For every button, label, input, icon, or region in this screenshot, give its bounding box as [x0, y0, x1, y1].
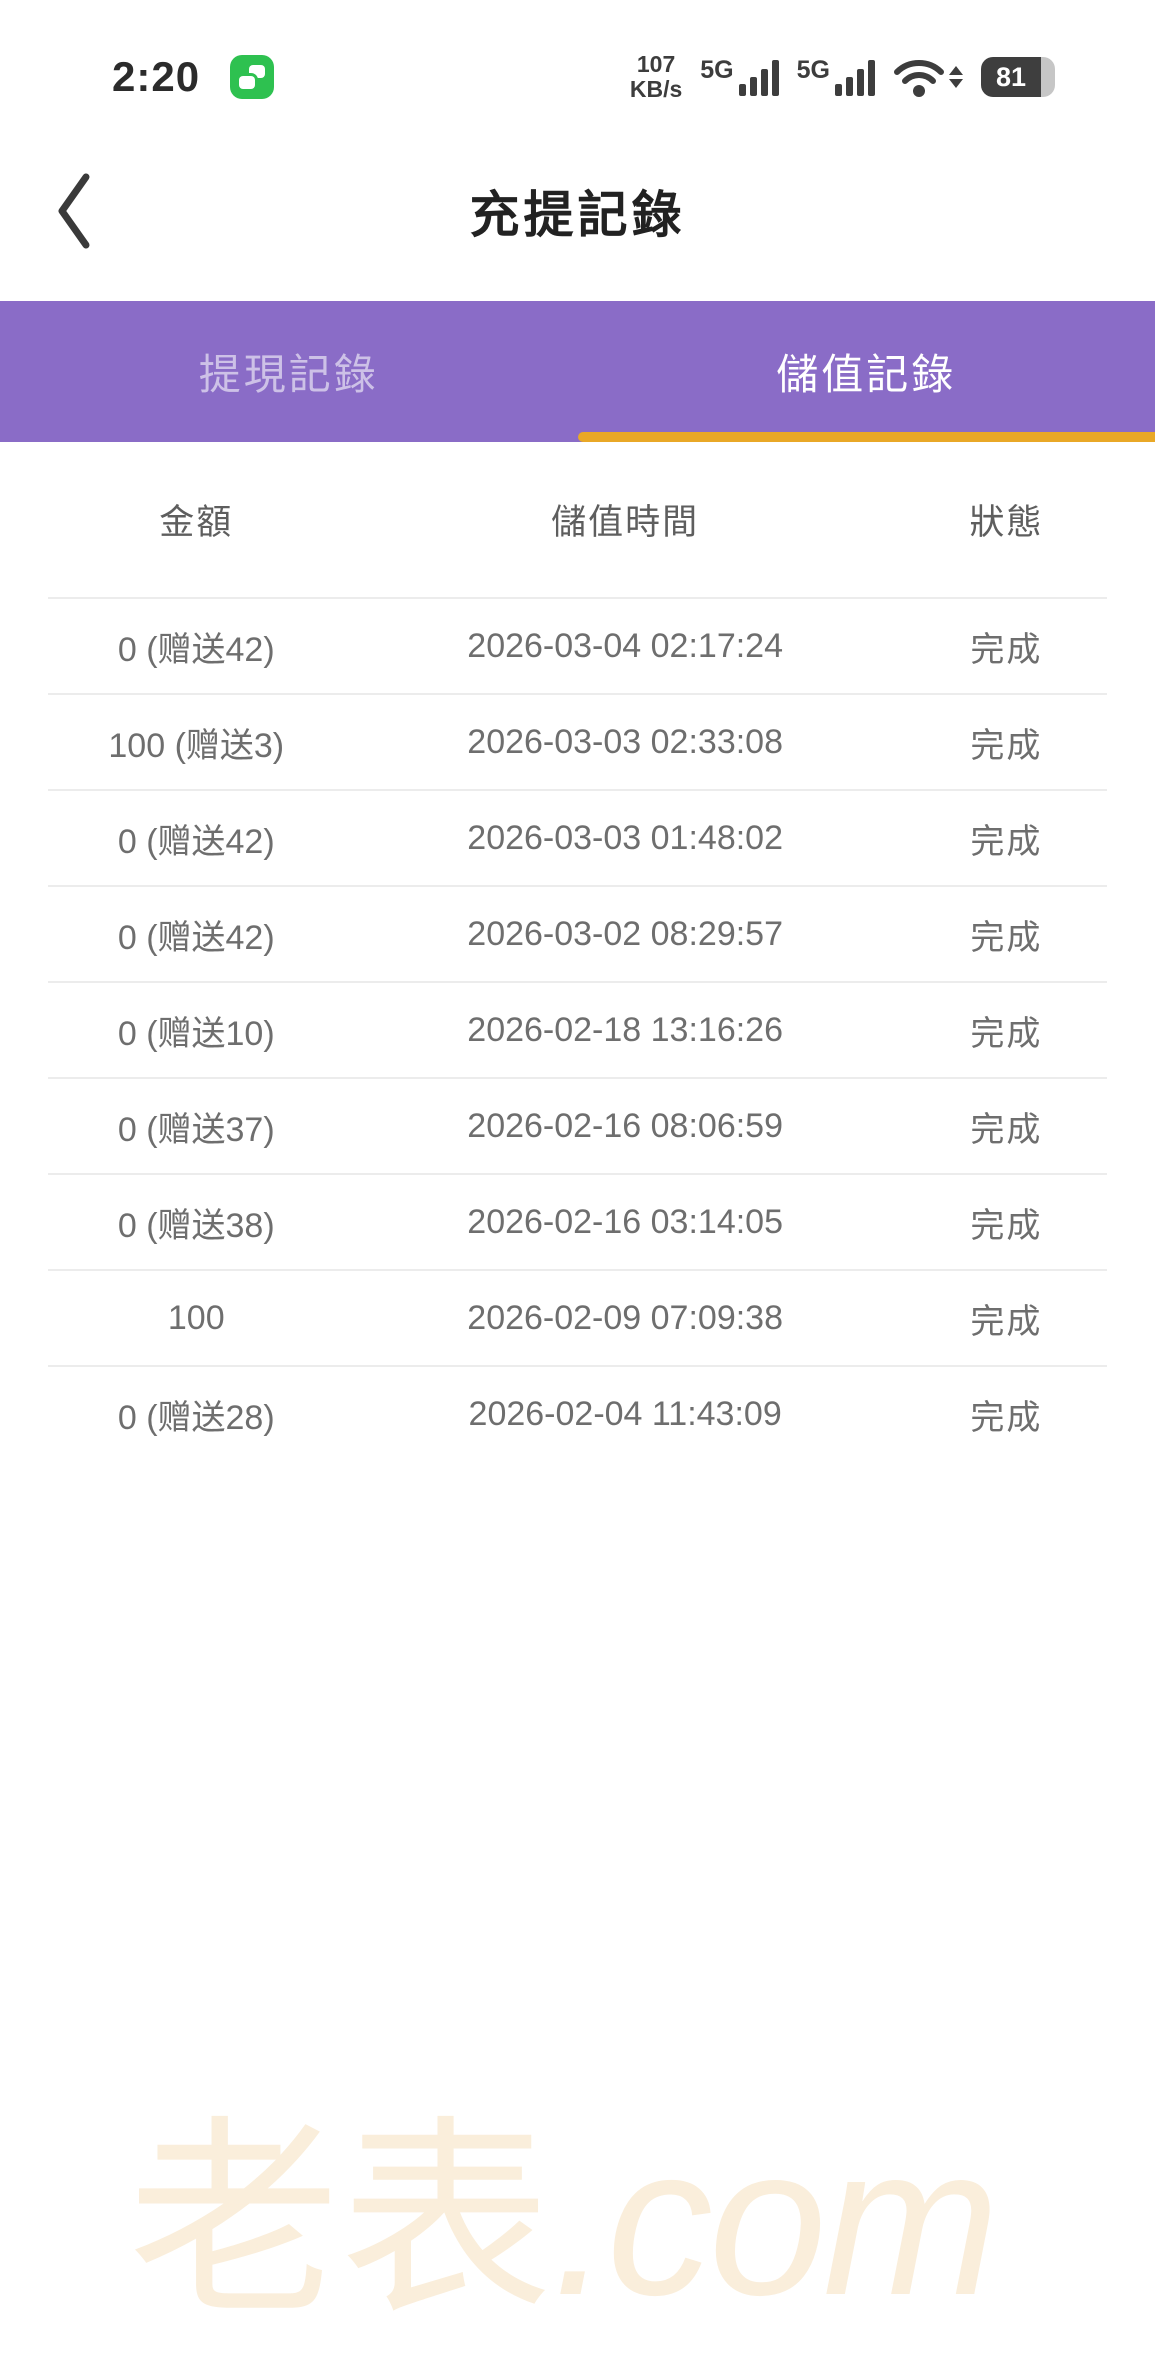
chevron-left-icon	[58, 173, 90, 248]
signal-bars-icon	[835, 58, 875, 96]
active-tab-indicator	[577, 432, 1155, 442]
cell-time: 2026-03-04 02:17:24	[467, 626, 783, 665]
sim1-network-type: 5G	[700, 56, 734, 84]
cell-status: 完成	[970, 1302, 1043, 1341]
status-right: 107 KB/s 5G 5G	[630, 52, 1055, 102]
battery-icon: 81	[981, 57, 1055, 97]
cell-status: 完成	[970, 822, 1043, 861]
page-header: 充提記錄	[0, 120, 1155, 301]
signal-sim1: 5G	[700, 56, 779, 96]
table-row: 0 (赠送42) 2026-03-04 02:17:24 完成	[48, 597, 1107, 693]
back-button[interactable]	[52, 169, 96, 253]
tab-deposit-label: 儲值記錄	[776, 351, 957, 398]
column-header-status: 狀態	[969, 503, 1044, 542]
table-row: 0 (赠送37) 2026-02-16 08:06:59 完成	[48, 1077, 1107, 1173]
cell-amount: 0 (赠送10)	[117, 1014, 275, 1053]
cell-time: 2026-03-02 08:29:57	[467, 914, 783, 953]
records-table: 金額 儲值時間 狀態 0 (赠送42) 2026-03-04 02:17:24 …	[0, 442, 1155, 1461]
table-row: 100 (赠送3) 2026-03-03 02:33:08 完成	[48, 693, 1107, 789]
signal-bars-icon	[738, 58, 779, 96]
cell-status: 完成	[970, 726, 1043, 765]
cell-amount: 0 (赠送37)	[117, 1110, 275, 1149]
status-left: 2:20	[112, 53, 275, 101]
tab-bar: 提現記錄 儲值記錄	[0, 301, 1155, 442]
network-speed-unit: KB/s	[629, 76, 683, 102]
clock: 2:20	[112, 53, 201, 100]
cell-time: 2026-03-03 01:48:02	[467, 818, 783, 857]
column-header-amount: 金額	[159, 503, 234, 542]
cell-time: 2026-02-09 07:09:38	[467, 1298, 783, 1337]
watermark: 老表.com	[128, 2088, 999, 2353]
chat-bubble-icon	[249, 65, 266, 78]
cell-amount: 0 (赠送42)	[117, 822, 275, 861]
cell-amount: 0 (赠送42)	[117, 918, 275, 957]
battery-percent: 81	[981, 57, 1041, 97]
network-speed-value: 107	[636, 51, 676, 78]
cell-time: 2026-02-18 13:16:26	[467, 1010, 783, 1049]
table-row: 100 2026-02-09 07:09:38 完成	[48, 1269, 1107, 1365]
watermark-tld: .com	[552, 2102, 999, 2339]
cell-amount: 0 (赠送42)	[117, 630, 275, 669]
cell-amount: 0 (赠送38)	[117, 1206, 275, 1245]
table-row: 0 (赠送10) 2026-02-18 13:16:26 完成	[48, 981, 1107, 1077]
sim2-network-type: 5G	[796, 56, 830, 84]
table-header-row: 金額 儲值時間 狀態	[48, 442, 1107, 597]
status-bar: 2:20 107 KB/s 5G 5G	[0, 0, 1155, 120]
cell-status: 完成	[970, 1014, 1043, 1053]
page-title: 充提記錄	[469, 186, 686, 243]
table-row: 0 (赠送28) 2026-02-04 11:43:09 完成	[48, 1365, 1107, 1461]
battery-empty-part	[1040, 57, 1055, 97]
cell-time: 2026-02-04 11:43:09	[468, 1394, 782, 1433]
cell-time: 2026-02-16 03:14:05	[467, 1202, 783, 1241]
cell-amount: 100	[167, 1298, 225, 1337]
cell-time: 2026-03-03 02:33:08	[467, 722, 783, 761]
tab-deposit-records[interactable]: 儲值記錄	[577, 301, 1155, 442]
table-row: 0 (赠送42) 2026-03-03 01:48:02 完成	[48, 789, 1107, 885]
table-row: 0 (赠送38) 2026-02-16 03:14:05 完成	[48, 1173, 1107, 1269]
wifi-icon	[893, 56, 963, 98]
cell-status: 完成	[970, 1110, 1043, 1149]
cell-status: 完成	[970, 1398, 1043, 1437]
wifi-arcs-icon	[894, 60, 944, 97]
network-speed: 107 KB/s	[630, 52, 682, 102]
tab-withdraw-label: 提現記錄	[198, 351, 379, 398]
cell-time: 2026-02-16 08:06:59	[467, 1106, 783, 1145]
cell-amount: 100 (赠送3)	[108, 726, 285, 765]
chat-bubble-icon	[239, 76, 256, 89]
table-row: 0 (赠送42) 2026-03-02 08:29:57 完成	[48, 885, 1107, 981]
cell-amount: 0 (赠送28)	[117, 1398, 275, 1437]
cell-status: 完成	[970, 630, 1043, 669]
signal-sim2: 5G	[797, 58, 875, 96]
cell-status: 完成	[970, 918, 1043, 957]
column-header-time: 儲值時間	[551, 503, 700, 542]
messages-app-icon	[230, 55, 275, 99]
data-activity-arrows-icon	[949, 66, 963, 88]
tab-withdraw-records[interactable]: 提現記錄	[0, 301, 578, 442]
cell-status: 完成	[970, 1206, 1043, 1245]
watermark-name: 老表	[128, 2102, 552, 2339]
